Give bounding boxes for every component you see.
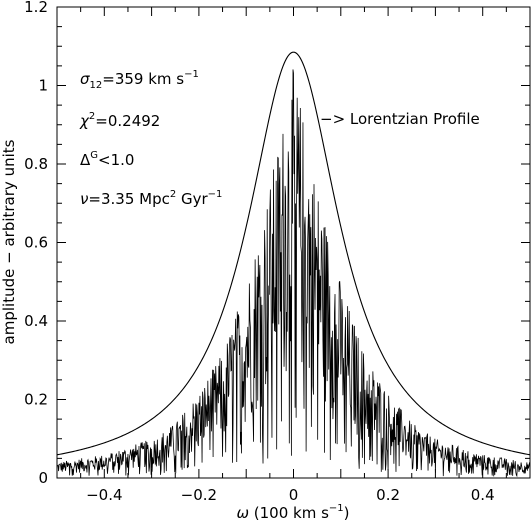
y-tick-label: 0 [38, 469, 48, 487]
x-tick-label: 0.4 [471, 486, 495, 504]
x-axis-title: ω (100 km s−1) [236, 503, 349, 522]
annotation-nu: ν=3.35 Mpc2 Gyr−1 [80, 189, 222, 208]
x-tick-label: 0.2 [376, 486, 400, 504]
lorentzian-profile-series [56, 51, 531, 456]
annotation-delta: ΔG<1.0 [80, 150, 134, 169]
y-tick-label: 1.2 [24, 0, 48, 16]
y-tick-label: 0.8 [24, 155, 48, 173]
y-tick-label: 0.6 [24, 234, 48, 252]
y-tick-label: 0.2 [24, 391, 48, 409]
y-axis-ticks: 0 0.2 0.4 0.6 0.8 1 1.2 [24, 0, 530, 487]
x-axis-ticks: −0.4 −0.2 0 0.2 0.4 [56, 7, 531, 504]
x-tick-label: 0 [289, 486, 299, 504]
annotation-lorentzian-label: −> Lorentzian Profile [320, 110, 480, 128]
annotation-sigma: σ12=359 km s−1 [80, 69, 199, 91]
x-tick-label: −0.2 [181, 486, 217, 504]
annotation-chi-squared: χ2=0.2492 [79, 111, 160, 130]
y-tick-label: 0.4 [24, 312, 48, 330]
x-tick-label: −0.4 [86, 486, 122, 504]
y-tick-label: 1 [38, 77, 48, 95]
noisy-spectrum-series [56, 69, 531, 478]
y-axis-title: amplitude − arbitrary units [0, 139, 18, 344]
